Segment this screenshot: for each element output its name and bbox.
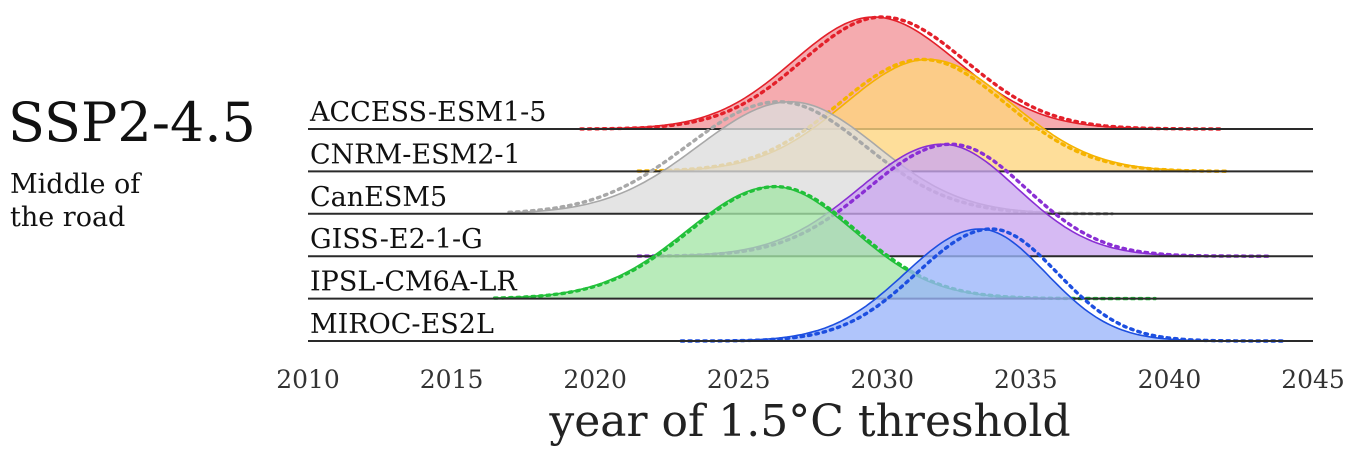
- ridge-miroc-es2l: MIROC-ES2L: [308, 227, 1313, 343]
- ridge-label-access-esm1-5: ACCESS-ESM1-5: [309, 97, 547, 128]
- ridge-label-giss-e2-1-g: GISS-E2-1-G: [310, 224, 483, 255]
- scenario-subtitle: Middle of the road: [10, 168, 140, 234]
- ridge-area-canesm5: [509, 101, 1112, 214]
- ridge-dotted-miroc-es2l: [679, 227, 1286, 343]
- scenario-subtitle-line-2: the road: [10, 202, 126, 233]
- x-tick-label: 2045: [1281, 365, 1345, 394]
- x-axis-label: year of 1.5°C threshold: [548, 396, 1070, 447]
- ridge-label-ipsl-cm6a-lr: IPSL-CM6A-LR: [310, 267, 517, 298]
- ridge-dotted-access-esm1-5: [579, 15, 1223, 131]
- ridge-label-canesm5: CanESM5: [310, 182, 447, 213]
- x-tick-label: 2015: [420, 365, 484, 394]
- ridges: ACCESS-ESM1-5 CNRM-ESM2-1 CanESM5 GISS-E2-1…: [308, 15, 1313, 343]
- ridge-cnrm-esm2-1: CNRM-ESM2-1: [308, 57, 1313, 173]
- ridge-area-miroc-es2l: [681, 229, 1285, 341]
- ridge-area-giss-e2-1-g: [638, 144, 1270, 257]
- x-tick-label: 2030: [850, 365, 914, 394]
- x-tick-label: 2040: [1138, 365, 1202, 394]
- ridge-area-cnrm-esm2-1: [638, 59, 1227, 172]
- ridge-dotted-canesm5: [507, 100, 1114, 216]
- x-tick-label: 2020: [563, 365, 627, 394]
- x-tick-label: 2035: [994, 365, 1058, 394]
- scenario-subtitle-line-1: Middle of: [10, 169, 141, 200]
- ridge-label-cnrm-esm2-1: CNRM-ESM2-1: [310, 139, 521, 170]
- ridge-label-miroc-es2l: MIROC-ES2L: [310, 309, 494, 340]
- x-tick-label: 2010: [276, 365, 340, 394]
- scenario-title: SSP2-4.5: [8, 91, 256, 154]
- ridge-area-ipsl-cm6a-lr: [494, 186, 1156, 299]
- x-tick-label: 2025: [707, 365, 771, 394]
- x-axis: 2010 2015 2020 2025 2030 2035 2040 2045: [276, 365, 1345, 394]
